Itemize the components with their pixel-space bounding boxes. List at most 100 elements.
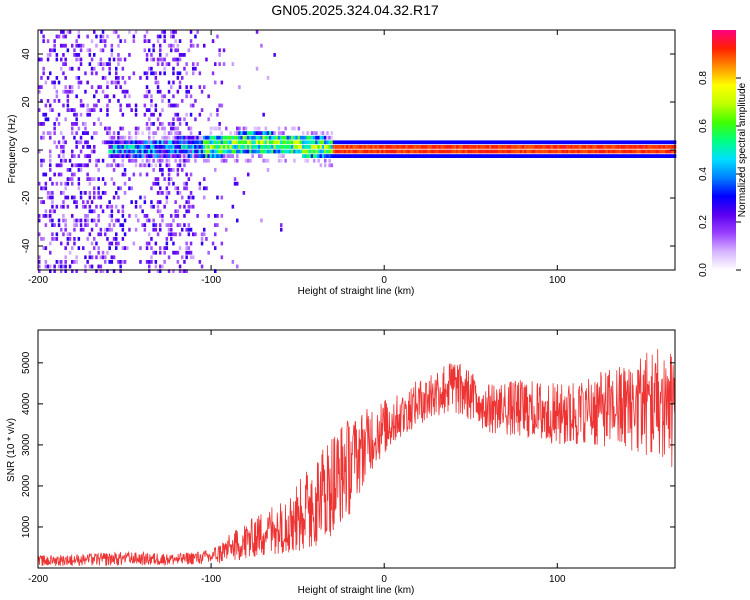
spectrogram-cell — [159, 48, 162, 53]
spectrogram-cell — [319, 154, 323, 158]
spectrogram-cell — [51, 218, 54, 223]
spectrogram-cell — [82, 131, 85, 135]
spectrogram-cell — [86, 218, 89, 223]
spectrogram-cell — [150, 122, 153, 126]
spectrogram-cell — [621, 149, 624, 154]
colorbar — [712, 30, 736, 270]
spectrogram-cell — [161, 30, 164, 34]
spectrogram-cell — [282, 140, 285, 145]
spectrogram-cell — [253, 135, 257, 140]
spectrogram-cell — [77, 163, 81, 168]
spectrogram-cell — [203, 43, 206, 48]
spectrogram-cell — [128, 186, 131, 191]
spectrogram-cell — [93, 103, 96, 108]
spectrogram-cell — [156, 154, 160, 158]
spectrogram-cell — [570, 149, 573, 154]
spectrogram-cell — [64, 269, 67, 273]
spectrogram-cell — [346, 145, 349, 149]
spectrogram-cell — [139, 154, 142, 158]
spectrogram-cell — [394, 140, 397, 145]
spectrogram-cell — [231, 140, 235, 145]
spectrogram-cell — [106, 80, 109, 85]
spectrogram-cell — [508, 145, 512, 149]
x-tick-label: 0 — [381, 275, 387, 286]
spectrogram-cell — [156, 177, 160, 181]
spectrogram-cell — [143, 200, 147, 204]
spectrogram-cell — [119, 149, 122, 154]
spectrogram-cell — [306, 140, 309, 145]
spectrogram-cell — [552, 140, 556, 145]
spectrogram-cell — [249, 140, 252, 145]
spectrogram-cell — [185, 154, 188, 158]
spectrogram-cell — [392, 149, 395, 154]
spectrogram-cell — [605, 140, 609, 145]
spectrogram-cell — [462, 145, 466, 149]
spectrogram-cell — [271, 149, 274, 154]
spectrogram-cell — [49, 131, 52, 135]
spectrogram-cell — [62, 103, 65, 108]
spectrogram-cell — [126, 154, 129, 158]
spectrogram-cell — [88, 48, 92, 53]
spectrogram-cell — [117, 135, 120, 140]
spectrogram-cell — [269, 135, 272, 140]
spectrogram-cell — [515, 140, 518, 145]
spectrogram-cell — [143, 94, 147, 99]
spectrogram-cell — [73, 260, 76, 264]
spectrogram-cell — [159, 209, 162, 214]
spectrogram-cell — [123, 145, 127, 149]
spectrogram-cell — [229, 154, 232, 158]
spectrogram-cell — [84, 255, 87, 260]
spectrogram-cell — [280, 149, 283, 154]
spectrogram-cell — [192, 149, 195, 154]
spectrogram-cell — [244, 135, 248, 140]
spectrogram-cell — [185, 149, 188, 154]
spectrogram-cell — [654, 154, 657, 158]
spectrogram-cell — [372, 149, 375, 154]
spectrogram-cell — [225, 126, 228, 131]
spectrogram-cell — [471, 145, 474, 149]
spectrogram-cell — [53, 43, 56, 48]
spectrogram-cell — [73, 218, 76, 223]
spectrogram-cell — [390, 140, 393, 145]
spectrogram-cell — [42, 237, 45, 241]
spectrogram-cell — [145, 122, 149, 126]
spectrogram-cell — [572, 154, 576, 158]
spectrogram-cell — [77, 126, 81, 131]
spectrogram-cell — [117, 163, 120, 168]
spectrogram-cell — [497, 154, 501, 158]
spectrogram-cell — [178, 158, 182, 163]
spectrogram-cell — [176, 214, 180, 218]
spectrogram-cell — [110, 135, 114, 140]
spectrogram-cell — [266, 131, 270, 135]
spectrogram-cell — [150, 260, 153, 264]
spectrogram-cell — [332, 145, 336, 149]
spectrogram-cell — [447, 145, 450, 149]
spectrogram-cell — [154, 177, 158, 181]
spectrogram-cell — [64, 34, 67, 39]
spectrogram-cell — [176, 168, 180, 172]
spectrogram-cell — [159, 112, 162, 117]
spectrogram-cell — [165, 154, 169, 158]
spectrogram-cell — [220, 195, 224, 200]
spectrogram-cell — [130, 200, 133, 204]
spectrogram-cell — [447, 140, 450, 145]
spectrogram-cell — [40, 76, 43, 80]
spectrogram-cell — [231, 135, 235, 140]
spectrogram-cell — [163, 246, 166, 250]
spectrogram-cell — [491, 149, 494, 154]
spectrogram-cell — [148, 154, 151, 158]
spectrogram-cell — [352, 145, 356, 149]
spectrogram-cell — [328, 145, 331, 149]
spectrogram-cell — [416, 149, 419, 154]
spectrogram-cell — [315, 145, 318, 149]
spectrogram-cell — [541, 149, 545, 154]
spectrogram-cell — [57, 264, 61, 269]
spectrogram-cell — [115, 246, 118, 250]
spectrogram-cell — [407, 140, 411, 145]
spectrogram-cell — [42, 112, 45, 117]
spectrogram-cell — [148, 218, 151, 223]
spectrogram-cell — [486, 149, 490, 154]
spectrogram-cell — [214, 223, 217, 227]
spectrogram-cell — [196, 145, 199, 149]
spectrogram-cell — [110, 48, 114, 53]
